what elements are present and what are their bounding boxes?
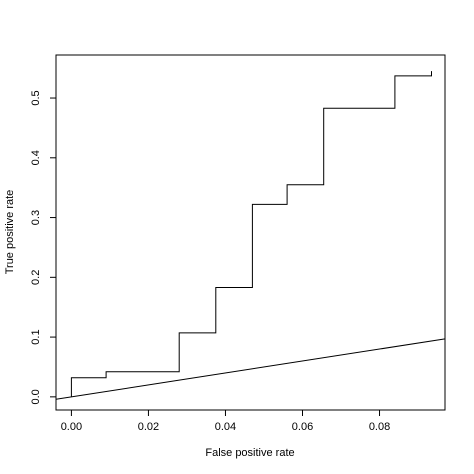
x-tick-label: 0.04: [215, 421, 236, 433]
diagonal-reference-line: [55, 338, 446, 400]
x-axis-title: False positive rate: [205, 447, 294, 459]
x-axis: 0.00 0.02 0.04 0.06 0.08: [61, 409, 390, 433]
x-tick-label: 0.06: [292, 421, 313, 433]
x-tick-label: 0.00: [61, 421, 82, 433]
y-axis: 0.0 0.1 0.2 0.3 0.4 0.5: [30, 90, 57, 405]
y-tick-label: 0.3: [30, 210, 42, 225]
y-tick-label: 0.2: [30, 270, 42, 285]
roc-curve-line: [70, 71, 432, 397]
x-tick-label: 0.08: [369, 421, 390, 433]
y-tick-label: 0.4: [30, 150, 42, 165]
y-tick-label: 0.5: [30, 90, 42, 105]
y-tick-label: 0.1: [30, 329, 42, 344]
y-axis-title: True positive rate: [4, 190, 16, 275]
y-tick-label: 0.0: [30, 389, 42, 404]
x-tick-label: 0.02: [138, 421, 159, 433]
series-group: [55, 71, 446, 400]
